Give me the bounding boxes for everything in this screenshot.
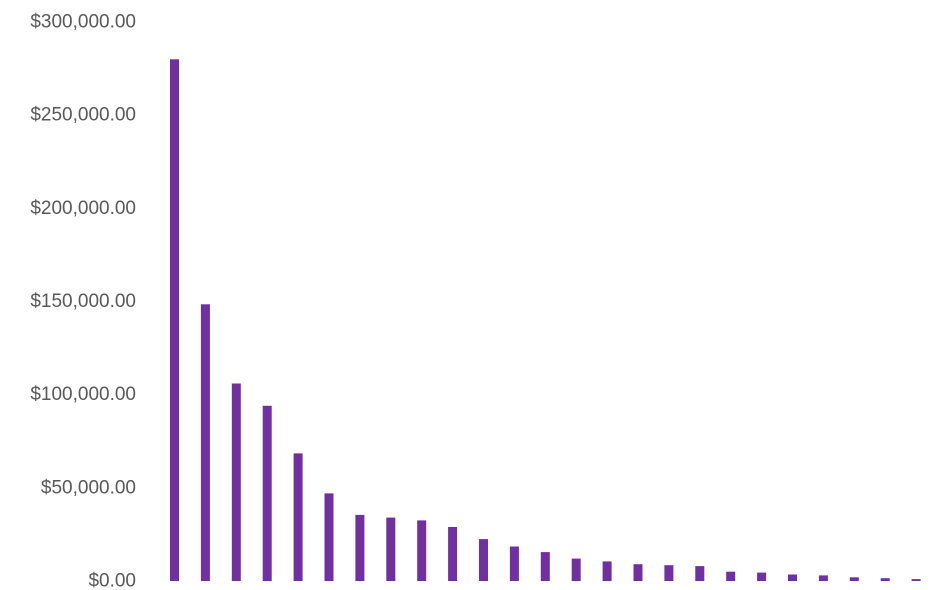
bar: [200, 304, 210, 581]
y-tick-label: $50,000.00: [41, 477, 136, 498]
y-tick-label: $150,000.00: [30, 291, 136, 312]
bar: [262, 405, 272, 581]
bar: [231, 383, 241, 581]
bar: [788, 574, 797, 581]
bar: [664, 565, 674, 581]
y-tick-label: $200,000.00: [30, 198, 136, 219]
bar: [911, 579, 921, 581]
bar: [355, 514, 365, 581]
bar: [633, 564, 643, 581]
bar: [293, 453, 303, 581]
bar: [602, 561, 612, 581]
bar: [880, 578, 890, 581]
y-axis: $300,000.00 $250,000.00 $200,000.00 $150,00…: [30, 12, 136, 590]
bar: [695, 566, 705, 581]
bar: [386, 517, 396, 581]
bar: [757, 572, 767, 581]
bar: [170, 59, 179, 582]
bar: [509, 546, 519, 581]
bar: [571, 558, 581, 581]
bar: [417, 520, 427, 581]
y-tick-label: $250,000.00: [30, 105, 136, 126]
bar: [324, 493, 334, 581]
y-tick-label: $0.00: [88, 571, 136, 590]
y-tick-label: $100,000.00: [30, 384, 136, 405]
bar: [726, 571, 736, 581]
bar: [479, 539, 488, 581]
bar: [540, 552, 550, 581]
bar: [448, 527, 458, 581]
bar-series: [170, 59, 921, 582]
y-tick-label: $300,000.00: [30, 12, 136, 33]
bar: [849, 577, 859, 581]
bar: [818, 575, 828, 581]
